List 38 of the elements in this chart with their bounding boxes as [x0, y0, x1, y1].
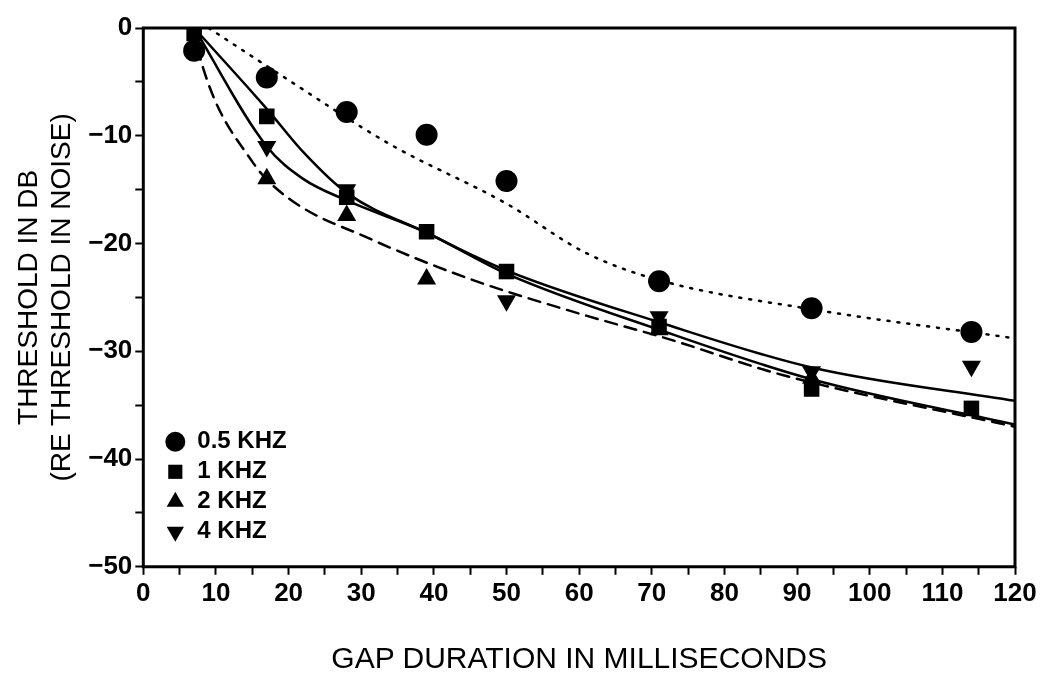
x-tick-label: 60 [564, 576, 594, 607]
point [259, 108, 275, 125]
y-axis-title: THRESHOLD IN DB (RE THRESHOLD IN NOISE) [11, 113, 77, 482]
x-tick-label: 80 [709, 576, 739, 607]
point [498, 263, 515, 280]
legend-label: 1 KHZ [197, 456, 267, 484]
legend-label: 4 KHZ [197, 516, 267, 544]
x-tick-label: 110 [921, 576, 964, 607]
x-tick-label: 90 [782, 576, 812, 607]
y-tick-label: −40 [88, 442, 133, 473]
x-tick-label: 20 [274, 576, 304, 607]
legend-label: 0.5 KHZ [197, 426, 287, 454]
y-tick-label: 0 [117, 11, 133, 42]
point [335, 101, 358, 124]
point [963, 400, 980, 417]
point [803, 381, 820, 397]
x-tick-label: 70 [637, 576, 667, 607]
x-tick-label: 10 [201, 576, 231, 607]
point [495, 170, 518, 193]
x-tick-label: 100 [848, 576, 892, 607]
x-tick-label: 120 [993, 576, 1037, 607]
point [255, 66, 278, 89]
point [418, 223, 435, 240]
legend-label: 2 KHZ [197, 486, 267, 514]
point [338, 189, 355, 205]
point [800, 297, 823, 320]
x-tick-label: 40 [419, 576, 449, 607]
point [415, 123, 438, 146]
y-tick-label: −50 [88, 549, 133, 580]
point [960, 320, 983, 343]
point [183, 39, 206, 62]
y-tick-label: −30 [88, 334, 133, 365]
y-tick-label: −20 [88, 226, 133, 257]
point [648, 270, 671, 293]
y-tick-label: −10 [88, 118, 133, 149]
x-tick-label: 30 [346, 576, 376, 607]
x-axis-title: GAP DURATION IN MILLISECONDS [331, 641, 827, 675]
x-tick-label: 50 [492, 576, 521, 607]
